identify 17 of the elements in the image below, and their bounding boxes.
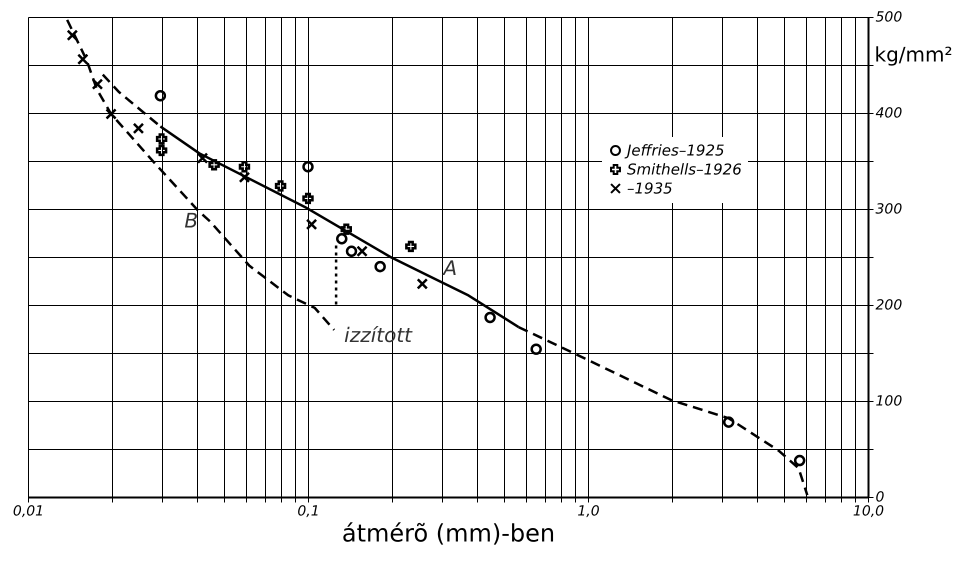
y-axis-title: kg/mm²: [874, 42, 952, 66]
x-tick-label: 1,0: [577, 504, 600, 520]
x-tick-label: 0,01: [12, 504, 44, 520]
annotation: B: [184, 208, 198, 232]
y-tick-label: 400: [876, 106, 902, 122]
legend-label: Smithells–1926: [627, 160, 742, 178]
legend-label: –1935: [627, 180, 673, 198]
x-tick-label: 10,0: [852, 504, 884, 520]
x-tick-label: 0,1: [297, 504, 320, 520]
x-axis-title: átmérõ (mm)-ben: [342, 520, 556, 548]
y-tick-label: 200: [876, 298, 902, 314]
y-tick-label: 500: [876, 10, 902, 26]
annotation: A: [441, 256, 458, 280]
legend-label: Jeffries–1925: [624, 142, 725, 160]
y-tick-label: 300: [876, 202, 902, 218]
y-tick-label: 0: [876, 490, 884, 506]
y-tick-label: 100: [876, 394, 902, 410]
